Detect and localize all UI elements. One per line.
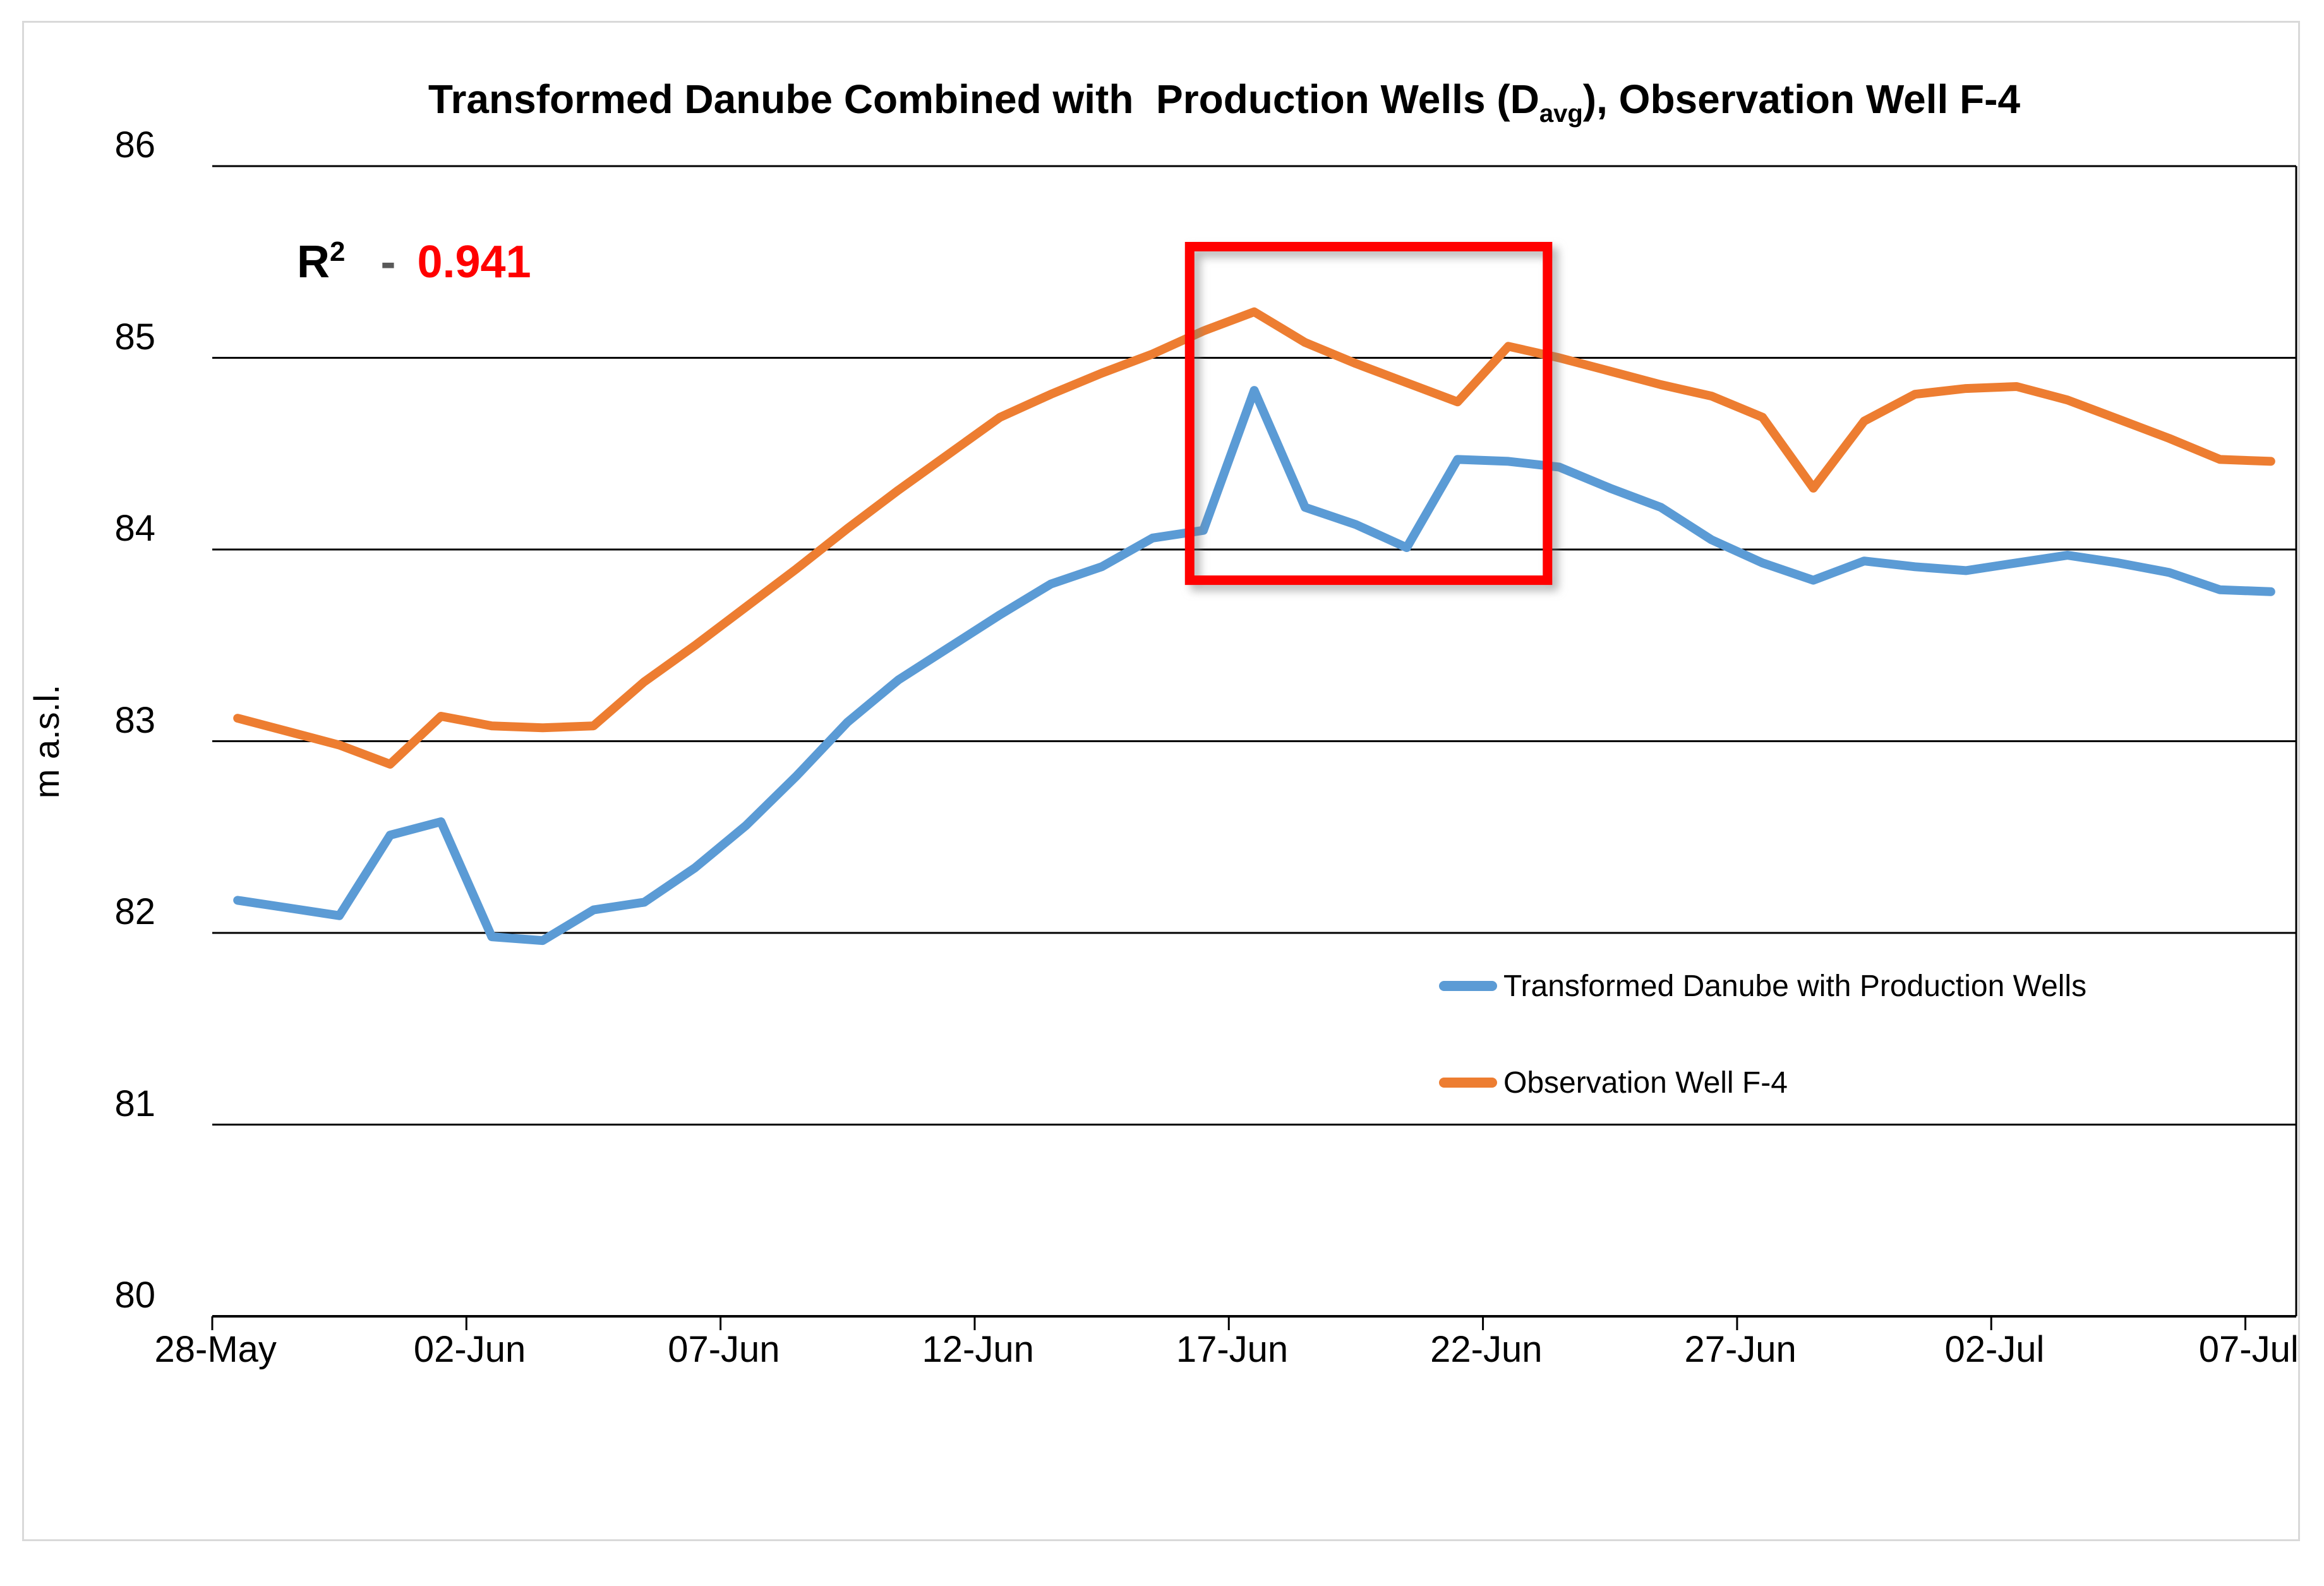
x-tick-label: 02-Jun bbox=[413, 1329, 526, 1370]
x-tick-label: 17-Jun bbox=[1176, 1329, 1289, 1370]
x-tick-label: 07-Jun bbox=[668, 1329, 780, 1370]
legend-item-observation-well-f4: Observation Well F-4 bbox=[1439, 1060, 1788, 1105]
x-tick-label: 27-Jun bbox=[1684, 1329, 1797, 1370]
r2-label: R bbox=[297, 237, 330, 287]
legend-label-transformed-danube: Transformed Danube with Production Wells bbox=[1503, 969, 2087, 1003]
y-tick-label: 82 bbox=[114, 891, 155, 932]
y-tick-label: 80 bbox=[114, 1275, 155, 1316]
chart-title-prefix: Transformed Danube Combined with Product… bbox=[428, 76, 1539, 122]
r2-superscript: 2 bbox=[330, 236, 346, 267]
y-tick-label: 83 bbox=[114, 699, 155, 741]
highlight-box bbox=[1184, 242, 1553, 586]
axis-ticks bbox=[211, 166, 2297, 1330]
chart-title-subscript: avg bbox=[1539, 100, 1583, 128]
r2-dash: - bbox=[380, 237, 396, 287]
x-tick-label: 07-Jul bbox=[2198, 1329, 2299, 1370]
chart-frame: Transformed Danube Combined with Product… bbox=[22, 21, 2300, 1541]
series-line-transformed-danube bbox=[233, 386, 2275, 946]
x-tick-label: 28-May bbox=[154, 1329, 277, 1370]
x-tick-label: 12-Jun bbox=[922, 1329, 1034, 1370]
r2-value: 0.941 bbox=[417, 237, 531, 287]
plot-area bbox=[211, 165, 2297, 1330]
x-tick-label: 02-Jul bbox=[1944, 1329, 2045, 1370]
y-tick-label: 85 bbox=[114, 316, 155, 357]
legend-label-observation-well-f4: Observation Well F-4 bbox=[1503, 1066, 1788, 1100]
series-line-observation-well-f4 bbox=[233, 307, 2275, 769]
legend-swatch-transformed-danube bbox=[1439, 981, 1497, 991]
legend-swatch-observation-well-f4 bbox=[1439, 1078, 1497, 1088]
x-tick-label: 22-Jun bbox=[1430, 1329, 1543, 1370]
y-tick-label: 81 bbox=[114, 1083, 155, 1124]
chart-title-suffix: ), Observation Well F-4 bbox=[1582, 76, 2021, 122]
y-tick-label: 86 bbox=[114, 124, 155, 165]
y-tick-label: 84 bbox=[114, 508, 155, 549]
legend-item-transformed-danube: Transformed Danube with Production Wells bbox=[1439, 964, 2086, 1008]
chart-title: Transformed Danube Combined with Product… bbox=[100, 76, 2324, 128]
r2-annotation: R2 -0.941 bbox=[297, 236, 531, 288]
gridlines bbox=[212, 165, 2296, 1318]
